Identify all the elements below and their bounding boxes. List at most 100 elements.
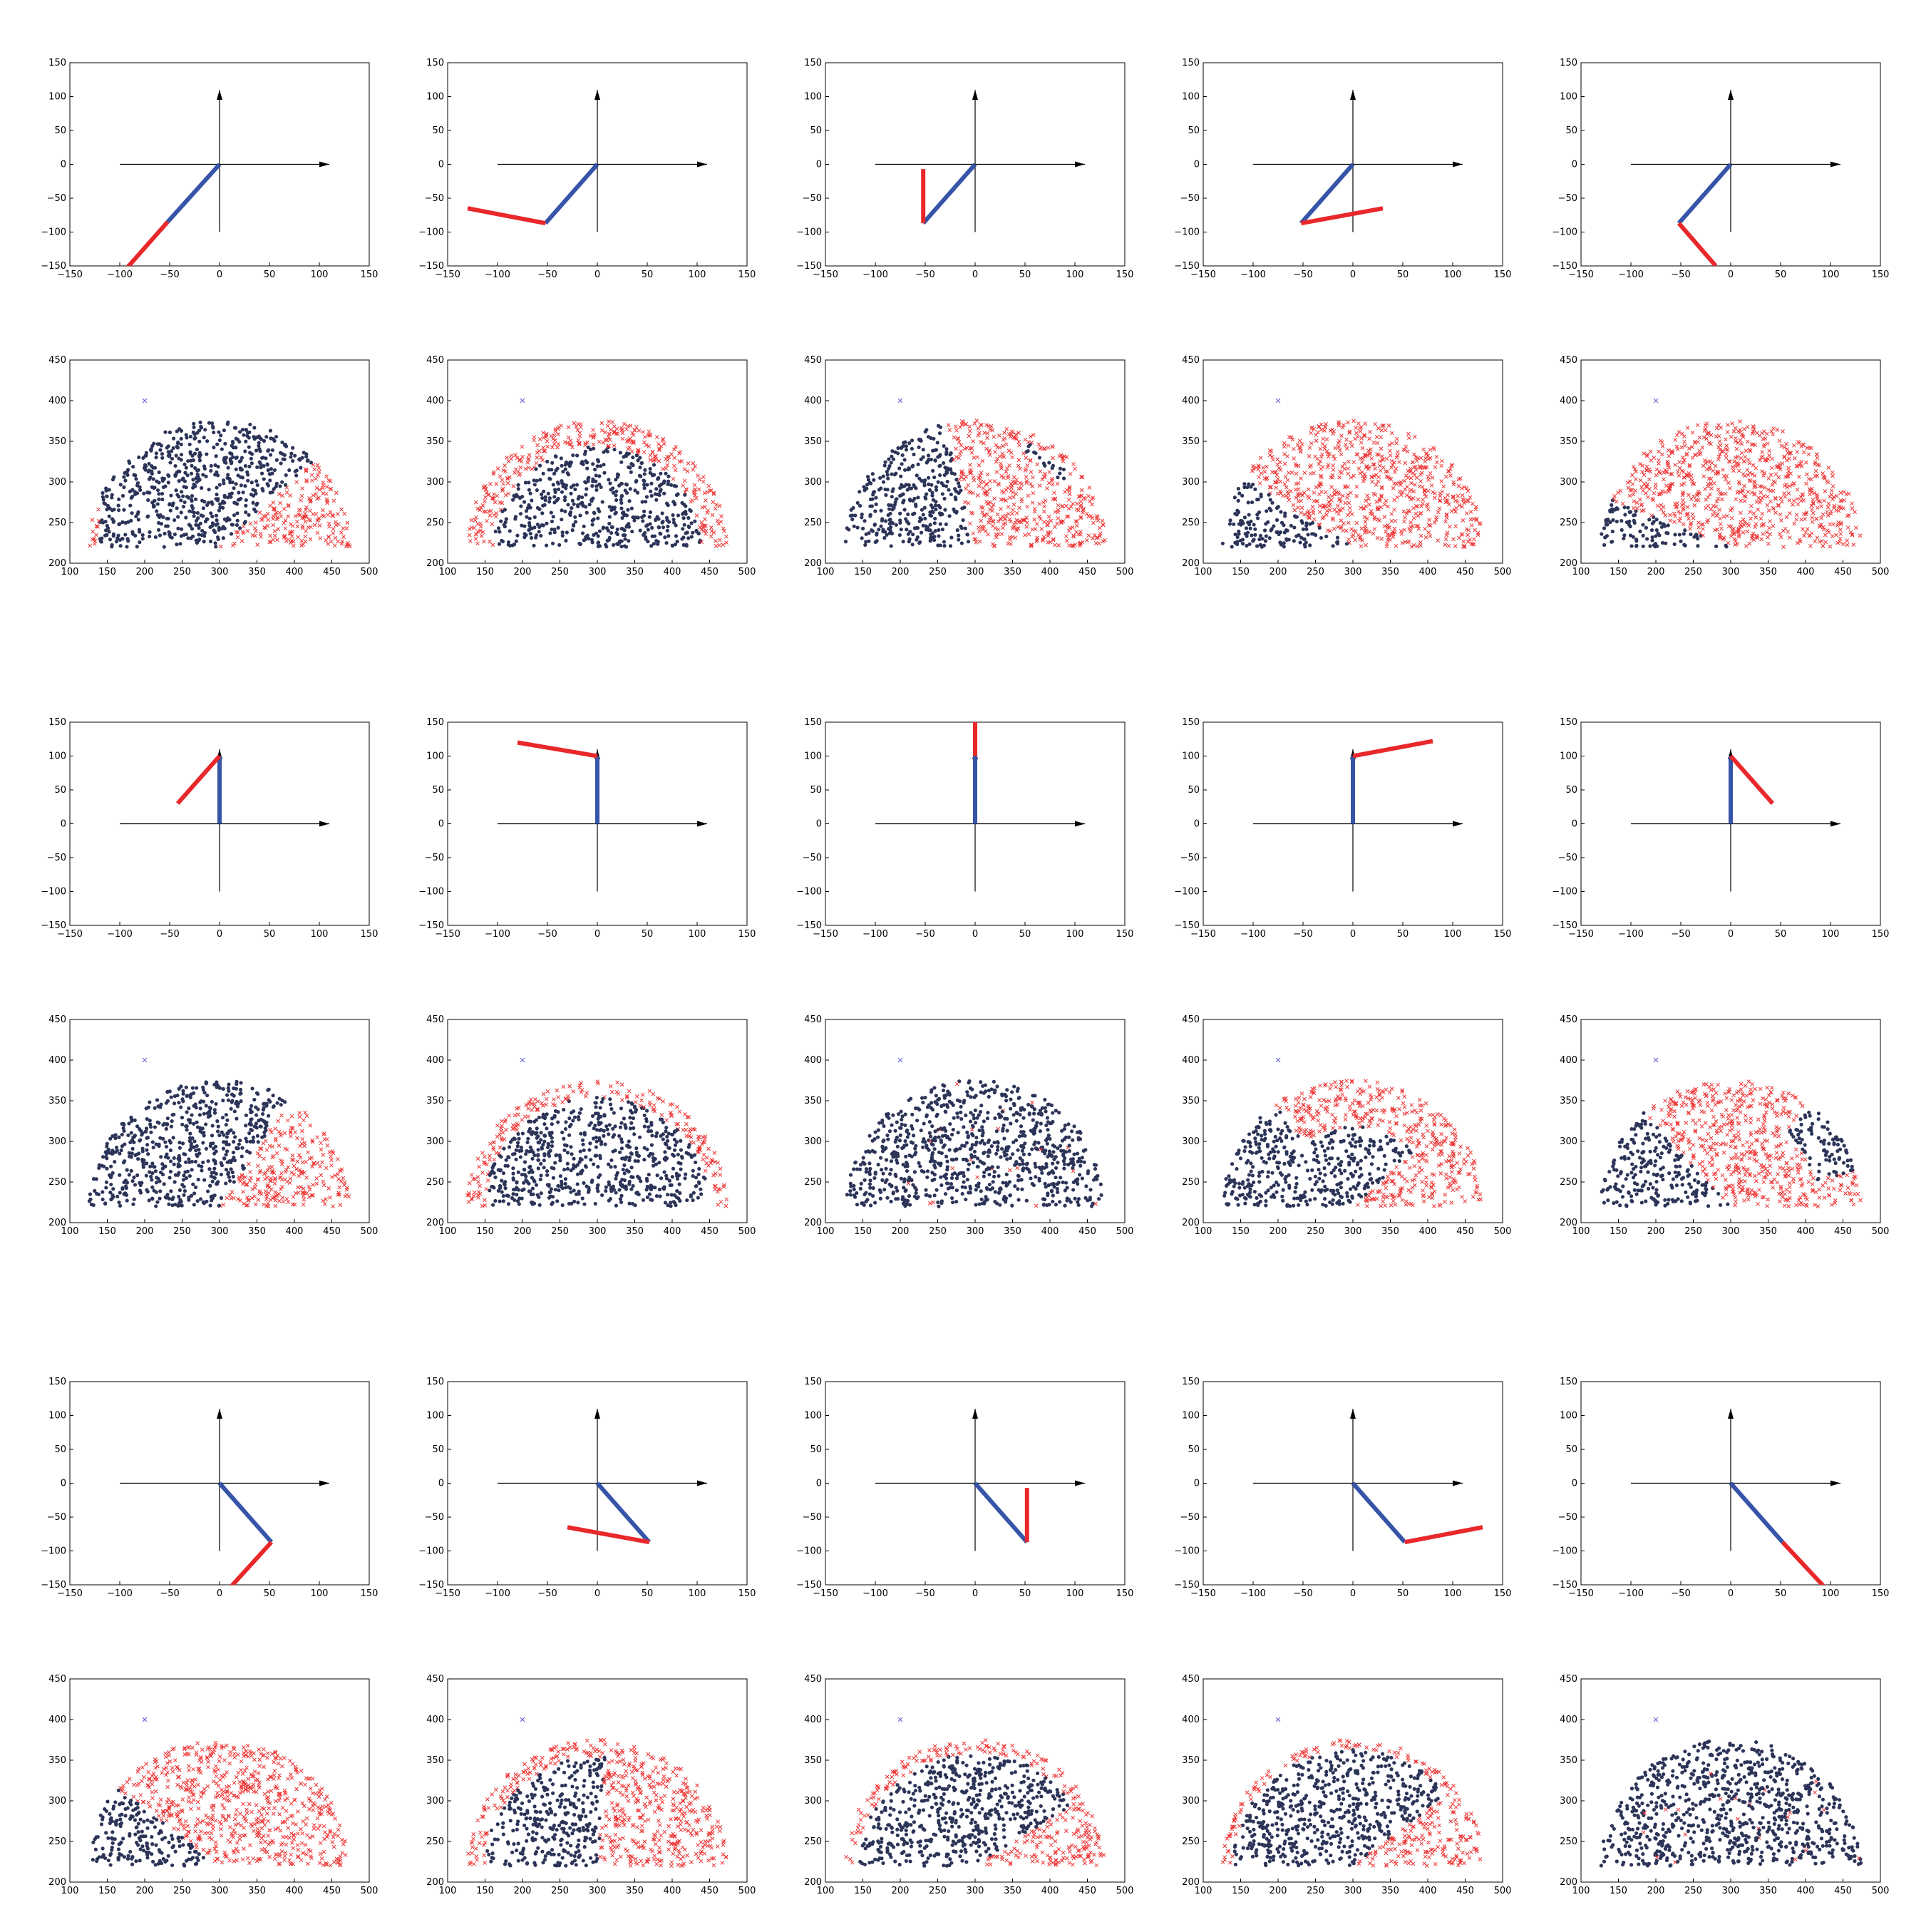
y-tick-label: 0 [1572,160,1577,170]
scatter-cross [653,454,658,458]
scatter-dot [656,517,661,521]
scatter-cross [1697,435,1702,440]
scatter-cross [1847,513,1851,518]
scatter-cross [1810,515,1815,520]
y-tick-label: 400 [48,396,66,406]
scatter-dot [128,503,133,508]
x-tick-label: 300 [589,567,607,577]
scatter-dot [922,483,927,488]
scatter-cross [1760,450,1765,454]
scatter-dot [1608,508,1612,513]
scatter-dot [957,533,961,538]
scatter-cross [1039,527,1044,531]
scatter-dot [656,525,661,530]
scatter-dot [219,433,223,438]
scatter-cross [1379,493,1384,498]
scatter-cross [1713,463,1718,468]
scatter-cross [1659,507,1664,512]
scatter-cross [1759,484,1764,489]
scatter-cross [295,524,300,529]
y-tick-label: 100 [426,92,444,103]
scatter-dot [902,468,907,472]
scatter-cross [307,496,311,500]
scatter-cross [328,1195,332,1200]
scatter-dot [607,478,611,482]
scatter-dot [550,541,555,545]
scatter-cross [671,447,676,452]
scatter-cross [1011,503,1016,507]
scatter-cross [1766,441,1770,446]
scatter-cross [1325,451,1330,456]
scatter-cross [603,437,608,442]
scatter-dot [135,545,139,549]
scatter-cross [1736,533,1741,537]
scatter-cross [966,483,971,488]
scatter-cross [1418,479,1423,483]
scatter-dot [497,542,502,546]
scatter-cross [1373,493,1378,498]
x-tick-label: 100 [689,929,706,940]
scatter-dot [1247,513,1251,517]
scatter-cross [511,484,516,488]
scatter-dot [612,447,617,452]
scatter-cross [994,443,999,448]
scatter-cross [657,448,661,453]
scatter-cross [328,478,333,483]
scatter-dot [889,544,893,548]
scatter-dot [217,438,222,443]
y-tick-label: 100 [804,751,822,762]
scatter-cross [1687,516,1691,521]
scatter-dot [527,481,531,485]
scatter-dot [1233,532,1237,537]
scatter-cross [1429,483,1434,488]
scatter-dot [666,482,670,486]
scatter-dot [638,528,642,533]
scatter-cross [990,428,995,433]
scatter-cross [1366,466,1371,471]
scatter-cross [1746,458,1751,462]
scatter-dot [1037,456,1042,460]
scatter-cross [1332,456,1337,461]
scatter-cross [255,543,260,547]
scatter-cross [1042,520,1046,525]
scatter-cross [1681,522,1686,527]
scatter-dot [1654,534,1658,538]
scatter-cross [1025,463,1030,468]
scatter-cross [1016,440,1021,444]
scatter-dot [1650,538,1654,543]
scatter-dot [172,532,177,537]
scatter-cross [303,534,308,539]
scatter-cross [1070,543,1074,548]
scatter-cross [1405,484,1409,489]
scatter-cross [1704,505,1709,510]
scatter-dot [611,490,615,495]
scatter-cross [1380,485,1384,490]
scatter-dot [167,474,171,478]
scatter-cross [1346,471,1351,476]
scatter-dot [629,506,634,510]
scatter-dot [957,481,961,485]
scatter-cross [1305,494,1310,499]
scatter-cross [93,538,98,543]
scatter-dot [1610,529,1615,534]
scatter-dot [231,441,235,445]
scatter-cross [1801,498,1806,503]
scatter-dot [929,436,933,441]
scatter-dot [520,495,525,499]
arm-link-2 [1300,206,1384,226]
scatter-dot [1032,450,1036,455]
scatter-cross [994,470,999,475]
scatter-cross [1705,431,1709,436]
scatter-dot [552,471,557,476]
scatter-dot [269,436,273,441]
scatter-cross [1770,456,1775,461]
scatter-cross [1766,535,1770,540]
y-tick-label: −150 [1552,261,1577,272]
scatter-cross [1794,463,1799,468]
scatter-cross [1818,499,1823,504]
scatter-dot [543,498,547,503]
scatter-cross [1760,511,1765,516]
scatter-cross [474,532,479,537]
scatter-cross [1742,498,1747,503]
scatter-cross [1361,506,1366,511]
